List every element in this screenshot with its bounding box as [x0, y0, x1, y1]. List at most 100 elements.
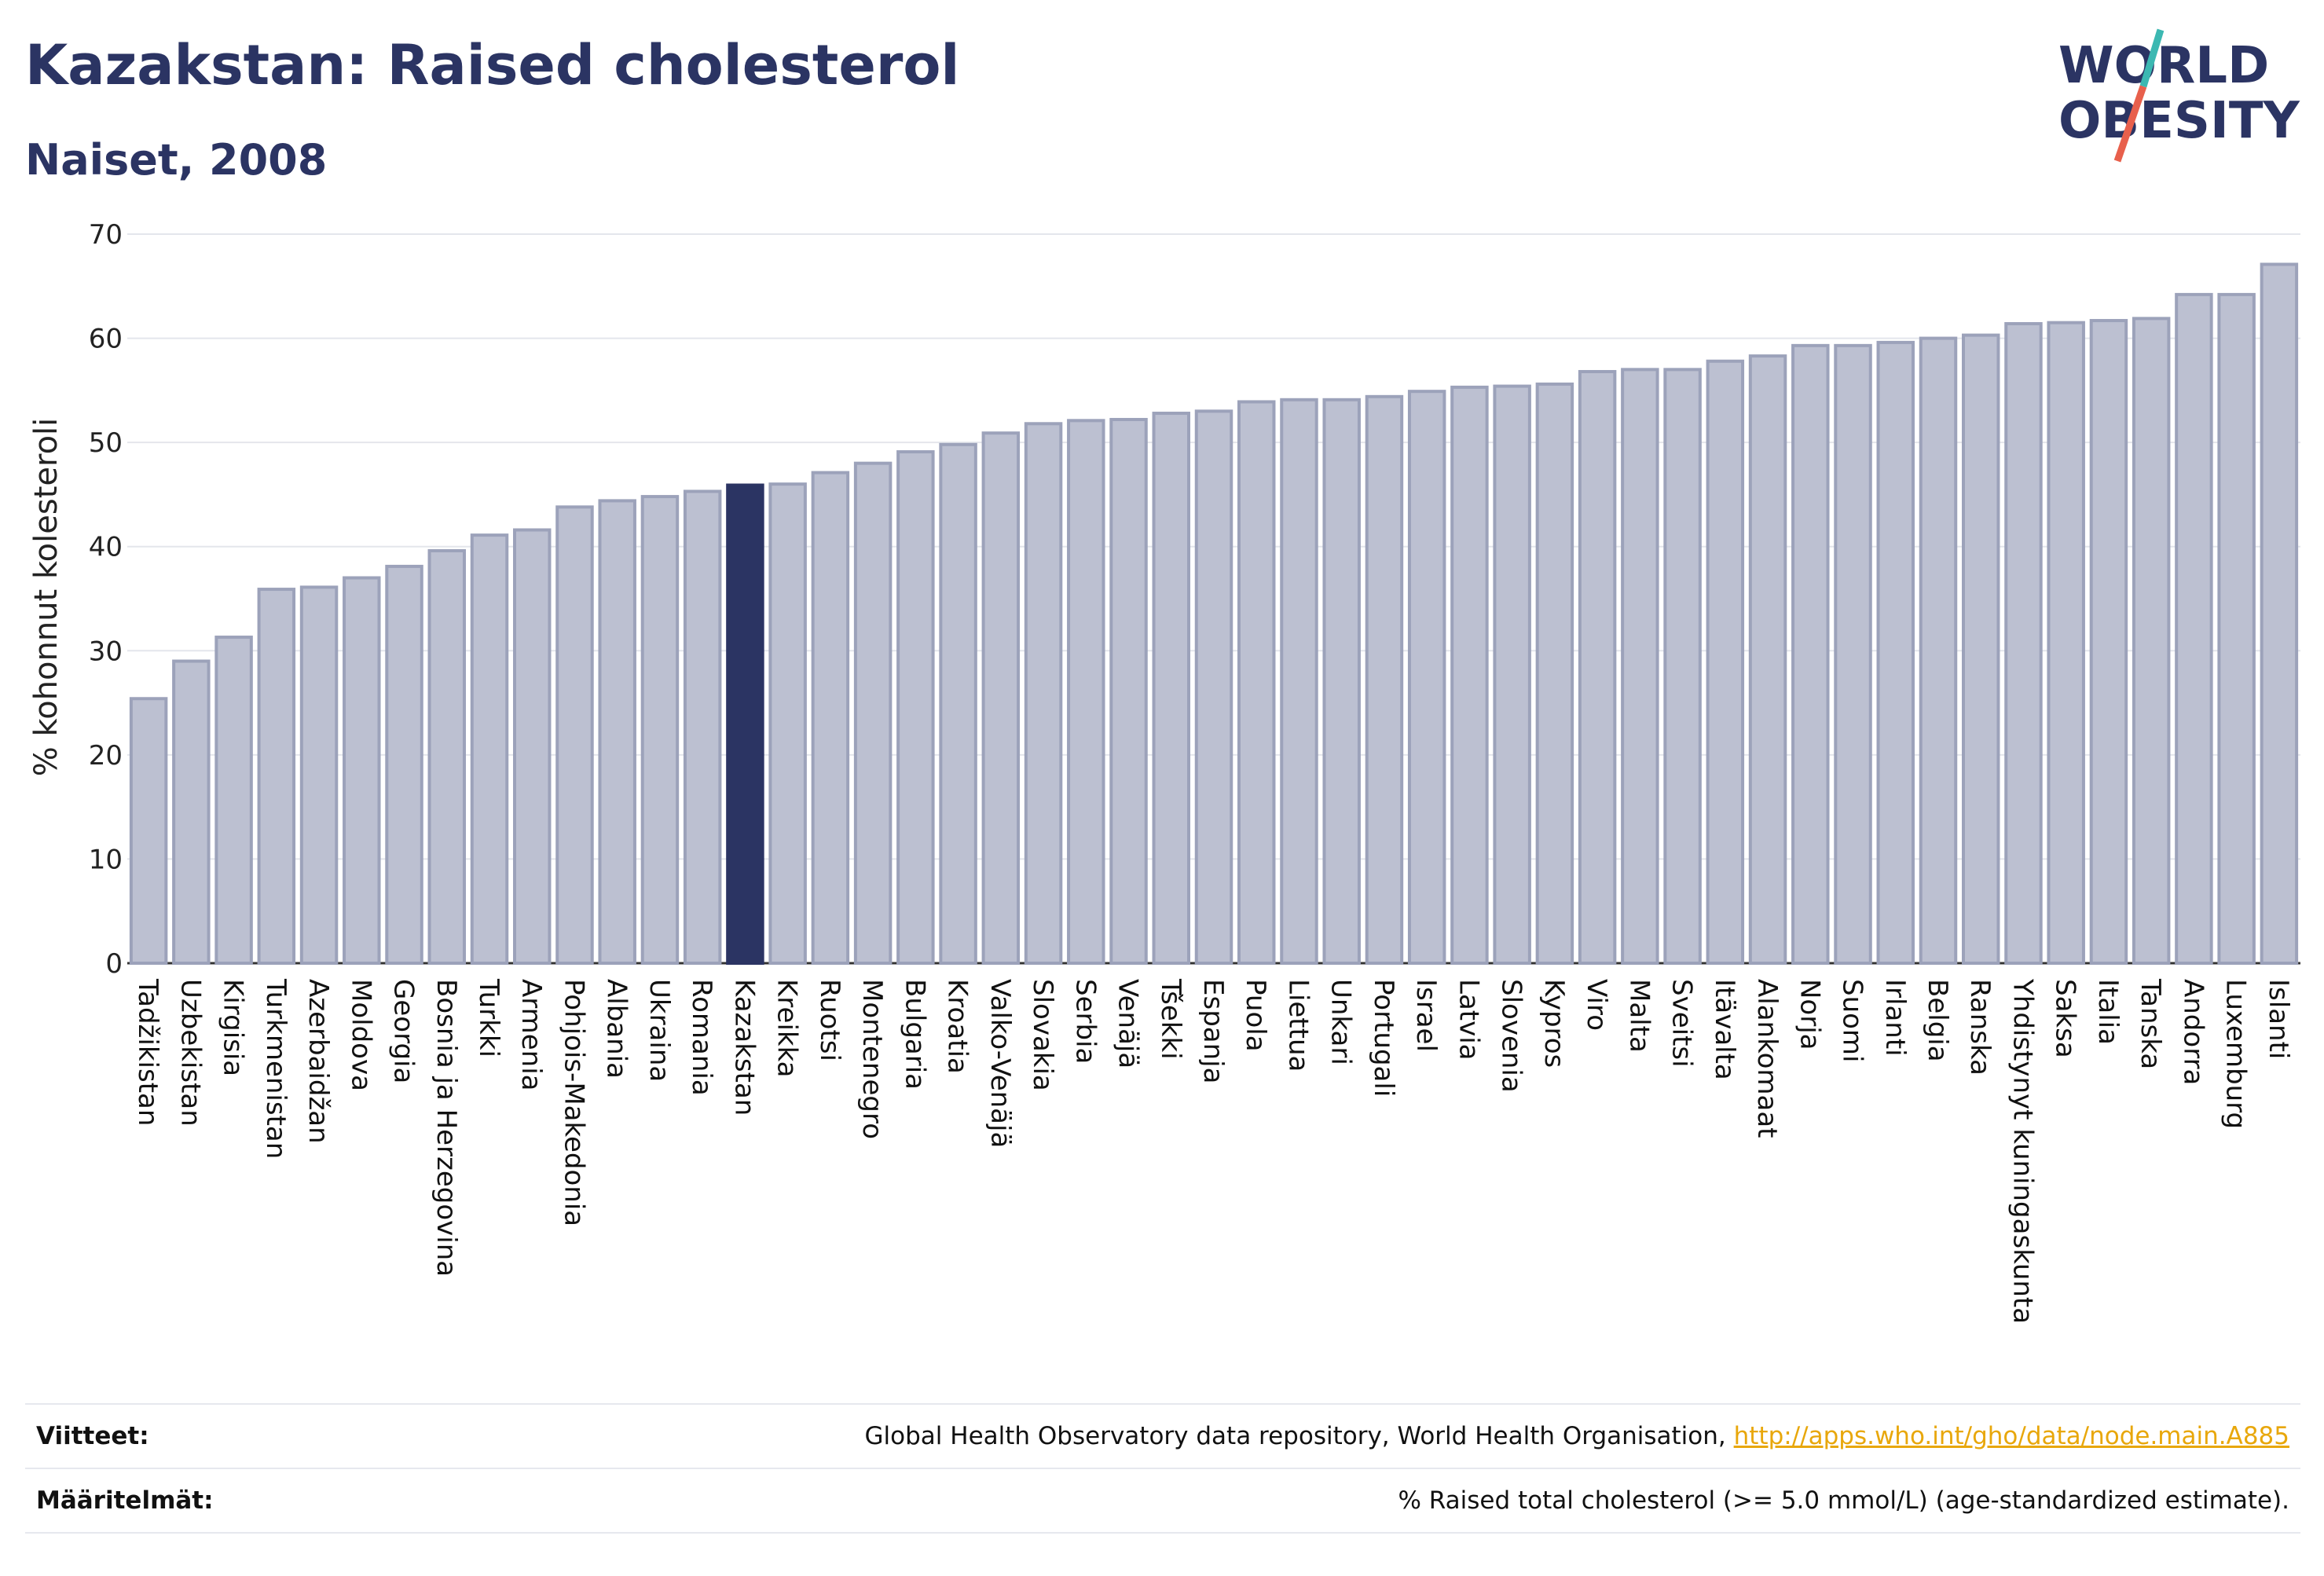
x-tick-label: Turkki — [473, 978, 504, 1057]
x-tick-label: Montenegro — [856, 979, 888, 1139]
x-tick-label: Espanja — [1197, 979, 1229, 1083]
x-tick-label: Pohjois-Makedonia — [558, 979, 589, 1226]
x-tick-label: Puola — [1240, 979, 1271, 1052]
x-tick-label: Bulgaria — [899, 979, 930, 1090]
x-tick-label: Kazakstan — [728, 979, 760, 1116]
x-tick-label: Armenia — [515, 979, 547, 1091]
bar[interactable] — [1748, 354, 1787, 965]
x-tick-label: Kypros — [1538, 979, 1570, 1068]
bar[interactable] — [1322, 398, 1361, 965]
bar[interactable] — [2047, 321, 2085, 965]
bar[interactable] — [172, 659, 211, 965]
x-tick-label: Valko-Venäjä — [984, 979, 1016, 1148]
references-value: Global Health Observatory data repositor… — [865, 1422, 2300, 1450]
x-tick-label: Ruotsi — [814, 979, 845, 1061]
bar[interactable] — [853, 461, 893, 965]
logo-slash-red — [2113, 85, 2147, 163]
bar[interactable] — [1024, 422, 1063, 965]
y-axis-label: % kohonnut kolesteroli — [28, 418, 64, 777]
bar[interactable] — [981, 431, 1021, 965]
bar[interactable] — [640, 495, 680, 965]
bar[interactable] — [2004, 322, 2043, 965]
x-tick-label: Ranska — [1964, 979, 1996, 1076]
y-tick-label: 60 — [89, 324, 123, 355]
x-tick-label: Viro — [1581, 979, 1612, 1031]
definitions-row: Määritelmät: % Raised total cholesterol … — [25, 1468, 2300, 1534]
x-tick-label: Italia — [2092, 979, 2124, 1045]
x-tick-label: Slovakia — [1027, 979, 1058, 1091]
bar[interactable] — [1621, 368, 1659, 966]
bar[interactable] — [1109, 417, 1148, 965]
bar[interactable] — [555, 505, 594, 965]
x-tick-label: Uzbekistan — [174, 979, 206, 1127]
bar[interactable] — [1280, 398, 1318, 965]
x-tick-label: Bosnia ja Herzegovina — [431, 979, 462, 1277]
bar[interactable] — [470, 533, 509, 965]
bar[interactable] — [512, 528, 552, 965]
bar[interactable] — [214, 636, 253, 966]
bar[interactable] — [1365, 394, 1404, 966]
bar-highlighted[interactable] — [726, 483, 764, 965]
bar[interactable] — [427, 549, 467, 965]
references-text: Global Health Observatory data repositor… — [864, 1422, 1734, 1450]
bar[interactable] — [1535, 382, 1574, 966]
x-axis-labels: Tadžikistan Uzbekistan Kirgisia Turkmenista… — [132, 978, 2294, 1324]
bar[interactable] — [2132, 317, 2171, 965]
bar[interactable] — [598, 499, 636, 965]
bar[interactable] — [811, 471, 850, 965]
x-tick-label: Tadžikistan — [132, 978, 163, 1126]
bar[interactable] — [1493, 384, 1531, 966]
references-link[interactable]: http://apps.who.int/gho/data/node.main.A… — [1733, 1422, 2289, 1450]
bars — [129, 262, 2299, 966]
bar[interactable] — [1961, 333, 2000, 965]
definitions-text: % Raised total cholesterol (>= 5.0 mmol/… — [1398, 1486, 2289, 1515]
bar[interactable] — [2089, 319, 2128, 965]
bar[interactable] — [385, 564, 423, 965]
bar[interactable] — [1663, 368, 1702, 966]
bar[interactable] — [939, 442, 977, 965]
logo-slash-teal — [2139, 28, 2165, 88]
y-tick-label: 70 — [89, 219, 123, 251]
world-obesity-logo: WORLD OBESITY — [2058, 28, 2300, 163]
bar[interactable] — [1450, 385, 1489, 965]
bar[interactable] — [683, 489, 722, 965]
y-axis-ticks: 0 10 20 30 40 50 60 70 — [89, 219, 123, 980]
bar[interactable] — [1578, 369, 1617, 966]
bar[interactable] — [1152, 412, 1191, 965]
x-tick-label: Israel — [1410, 979, 1442, 1052]
bar[interactable] — [343, 576, 381, 965]
bar[interactable] — [1194, 409, 1233, 965]
bar[interactable] — [1706, 359, 1745, 966]
x-tick-label: Latvia — [1453, 979, 1484, 1061]
bar[interactable] — [1791, 343, 1830, 965]
bar[interactable] — [1834, 343, 1872, 965]
x-tick-label: Alankomaat — [1751, 979, 1783, 1138]
bar[interactable] — [2175, 292, 2213, 965]
bar[interactable] — [2260, 262, 2299, 965]
bar[interactable] — [1919, 336, 1958, 966]
x-tick-label: Luxemburg — [2220, 979, 2252, 1129]
bar[interactable] — [299, 585, 339, 965]
x-tick-label: Serbia — [1069, 979, 1101, 1064]
x-tick-label: Turkmenistan — [260, 978, 291, 1159]
x-tick-label: Norja — [1794, 979, 1825, 1050]
chart-title: Kazakstan: Raised cholesterol — [25, 33, 960, 97]
bar[interactable] — [129, 697, 168, 965]
bar[interactable] — [1407, 390, 1446, 965]
x-tick-label: Saksa — [2050, 979, 2081, 1058]
bar[interactable] — [2217, 292, 2256, 965]
bar[interactable] — [1876, 340, 1915, 966]
bar[interactable] — [1237, 400, 1276, 965]
bar[interactable] — [896, 450, 935, 965]
logo-line2: OBESITY — [2058, 92, 2300, 150]
x-tick-label: Kirgisia — [218, 979, 249, 1076]
bar[interactable] — [768, 482, 807, 965]
definitions-label: Määritelmät: — [36, 1486, 214, 1515]
x-tick-label: Sveitsi — [1666, 979, 1698, 1068]
bar[interactable] — [257, 588, 296, 965]
bar-chart: 0 10 20 30 40 50 60 70 Tadžikistan Uzbekistan Kir… — [28, 219, 2300, 1324]
y-tick-label: 40 — [89, 532, 123, 563]
bar[interactable] — [1067, 419, 1105, 965]
x-tick-label: Azerbaidžan — [302, 979, 334, 1144]
references-row: Viitteet: Global Health Observatory data… — [25, 1403, 2300, 1468]
